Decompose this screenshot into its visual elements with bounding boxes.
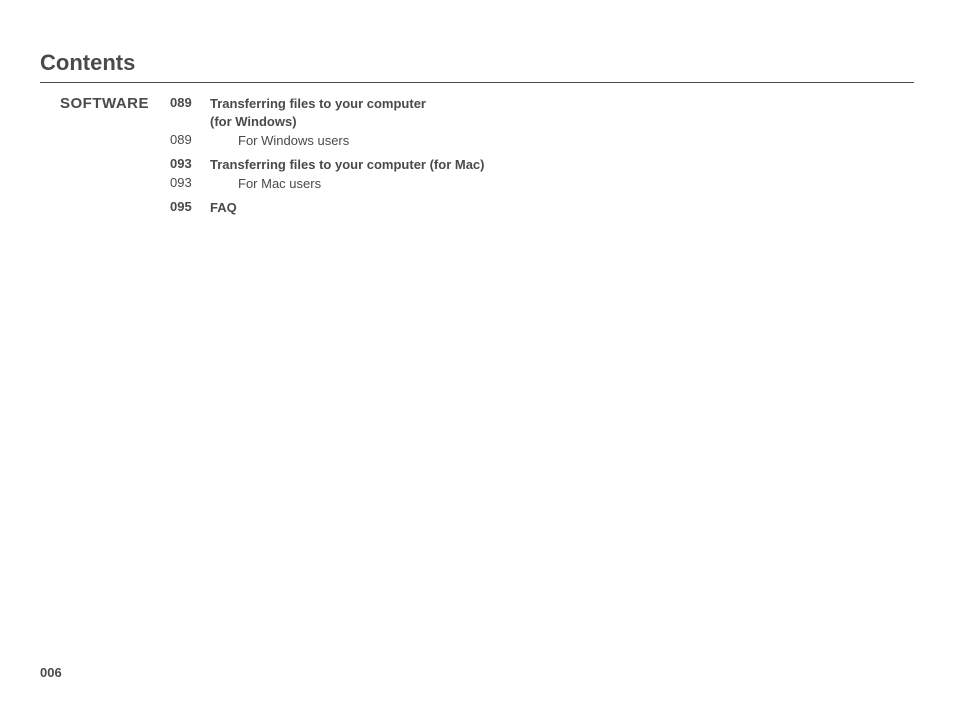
toc-group: 095 FAQ <box>170 199 914 217</box>
toc-title-line1: For Mac users <box>210 175 321 193</box>
toc-title: Transferring files to your computer (for… <box>210 156 485 174</box>
toc-title: For Windows users <box>210 132 349 150</box>
toc-entry: 089 Transferring files to your computer … <box>170 95 914 130</box>
section-label: SOFTWARE <box>60 95 170 112</box>
toc-page: 089 <box>170 132 210 147</box>
toc-title-line1: Transferring files to your computer (for… <box>210 157 485 172</box>
toc-entry: 095 FAQ <box>170 199 914 217</box>
toc-title-line1: Transferring files to your computer <box>210 96 426 111</box>
toc-entry: 093 For Mac users <box>170 175 914 193</box>
toc-page: 093 <box>170 175 210 190</box>
toc-title: For Mac users <box>210 175 321 193</box>
toc-group: 093 Transferring files to your computer … <box>170 156 914 193</box>
toc-title-line1: FAQ <box>210 200 237 215</box>
toc-group: 089 Transferring files to your computer … <box>170 95 914 150</box>
toc-title-line1: For Windows users <box>210 132 349 150</box>
toc-title: Transferring files to your computer (for… <box>210 95 426 130</box>
toc-page: 093 <box>170 156 210 171</box>
toc-title: FAQ <box>210 199 237 217</box>
page-title: Contents <box>40 50 914 83</box>
toc-entry: 093 Transferring files to your computer … <box>170 156 914 174</box>
toc-page: 095 <box>170 199 210 214</box>
toc-entries: 089 Transferring files to your computer … <box>170 95 914 222</box>
toc-entry: 089 For Windows users <box>170 132 914 150</box>
page-number: 006 <box>40 665 62 680</box>
toc-section: SOFTWARE 089 Transferring files to your … <box>40 95 914 222</box>
toc-title-line2: (for Windows) <box>210 114 297 129</box>
toc-page: 089 <box>170 95 210 110</box>
